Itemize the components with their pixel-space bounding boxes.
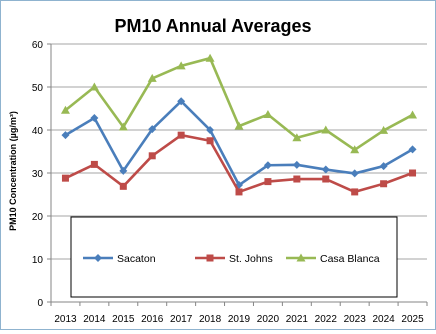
y-tick-label: 10 bbox=[32, 255, 44, 266]
data-point-sacaton bbox=[61, 131, 70, 140]
data-point-casa-blanca bbox=[292, 133, 302, 142]
data-point-sacaton bbox=[292, 160, 301, 169]
series-layer bbox=[60, 53, 418, 196]
series-sacaton bbox=[61, 97, 417, 190]
data-point-st-johns bbox=[351, 188, 359, 196]
data-point-sacaton bbox=[177, 97, 186, 106]
data-point-sacaton bbox=[379, 162, 388, 171]
x-tick-label: 2014 bbox=[83, 314, 106, 325]
data-point-sacaton bbox=[119, 166, 128, 175]
x-tick-label: 2024 bbox=[372, 314, 395, 325]
legend-label-casa-blanca: Casa Blanca bbox=[320, 253, 380, 265]
chart-title: PM10 Annual Averages bbox=[114, 16, 311, 36]
series-line-sacaton bbox=[64, 99, 414, 187]
legend-marker-sacaton bbox=[94, 254, 102, 262]
x-tick-label: 2022 bbox=[315, 314, 338, 325]
x-tick-label: 2016 bbox=[141, 314, 164, 325]
data-point-sacaton bbox=[408, 145, 417, 154]
data-point-sacaton bbox=[321, 165, 330, 174]
y-tick-label: 40 bbox=[32, 126, 44, 137]
data-point-casa-blanca bbox=[379, 125, 389, 134]
x-tick-label: 2013 bbox=[54, 314, 77, 325]
x-tick-label: 2019 bbox=[228, 314, 251, 325]
y-tick-label: 60 bbox=[32, 40, 44, 51]
data-point-casa-blanca bbox=[60, 105, 70, 114]
data-point-st-johns bbox=[235, 188, 243, 196]
data-point-sacaton bbox=[206, 126, 215, 134]
x-tick-label: 2023 bbox=[344, 314, 367, 325]
x-tick-label: 2020 bbox=[257, 314, 280, 325]
y-tick-label: 0 bbox=[37, 298, 43, 309]
x-tick-label: 2017 bbox=[170, 314, 193, 325]
legend-label-st-johns: St. Johns bbox=[229, 253, 273, 265]
legend-marker-st-johns bbox=[206, 254, 214, 262]
data-point-sacaton bbox=[263, 161, 272, 170]
y-tick-label: 20 bbox=[32, 212, 44, 223]
data-point-st-johns bbox=[90, 160, 98, 168]
data-point-st-johns bbox=[380, 180, 388, 188]
data-point-st-johns bbox=[119, 182, 127, 190]
data-point-casa-blanca bbox=[321, 125, 331, 134]
data-point-st-johns bbox=[409, 169, 417, 177]
legend-item-sacaton: Sacaton bbox=[83, 253, 156, 265]
y-axis-label: PM10 Concentration (µg/m³) bbox=[8, 111, 18, 231]
series-st-johns bbox=[61, 131, 417, 196]
data-point-casa-blanca bbox=[408, 110, 418, 119]
legend-marker-casa-blanca bbox=[296, 253, 306, 262]
legend-label-sacaton: Sacaton bbox=[117, 253, 156, 265]
y-tick-label: 50 bbox=[32, 83, 44, 94]
data-point-casa-blanca bbox=[118, 122, 128, 131]
data-point-st-johns bbox=[148, 152, 156, 160]
x-tick-label: 2015 bbox=[112, 314, 135, 325]
data-point-st-johns bbox=[177, 131, 185, 139]
data-point-st-johns bbox=[61, 174, 69, 182]
data-point-casa-blanca bbox=[234, 121, 244, 130]
legend: Sacaton St. Johns Casa Blanca bbox=[70, 216, 398, 298]
data-point-st-johns bbox=[293, 175, 301, 183]
legend-item-casa-blanca: Casa Blanca bbox=[286, 253, 380, 265]
series-casa-blanca bbox=[60, 53, 418, 154]
data-point-casa-blanca bbox=[89, 82, 99, 91]
legend-box bbox=[70, 216, 398, 298]
data-point-sacaton bbox=[350, 169, 359, 178]
data-point-casa-blanca bbox=[350, 145, 360, 154]
data-point-casa-blanca bbox=[263, 110, 273, 119]
data-point-st-johns bbox=[322, 175, 330, 183]
x-tick-label: 2018 bbox=[199, 314, 222, 325]
data-point-casa-blanca bbox=[176, 61, 186, 70]
data-point-st-johns bbox=[206, 137, 214, 145]
y-tick-label: 30 bbox=[32, 169, 44, 180]
y-axis-ticks: 0 10 20 30 40 50 60 bbox=[32, 40, 51, 309]
data-point-st-johns bbox=[264, 178, 272, 186]
data-point-casa-blanca bbox=[147, 73, 157, 82]
data-point-sacaton bbox=[90, 113, 99, 122]
legend-item-st-johns: St. Johns bbox=[195, 253, 273, 265]
data-point-sacaton bbox=[148, 125, 157, 134]
x-axis-ticks: 2013 2014 2015 2016 2017 2018 2019 2020 2021 2022… bbox=[50, 302, 428, 325]
x-tick-label: 2025 bbox=[401, 314, 424, 325]
series-line-casa-blanca bbox=[64, 56, 414, 152]
data-point-casa-blanca bbox=[205, 53, 215, 62]
x-tick-label: 2021 bbox=[286, 314, 309, 325]
